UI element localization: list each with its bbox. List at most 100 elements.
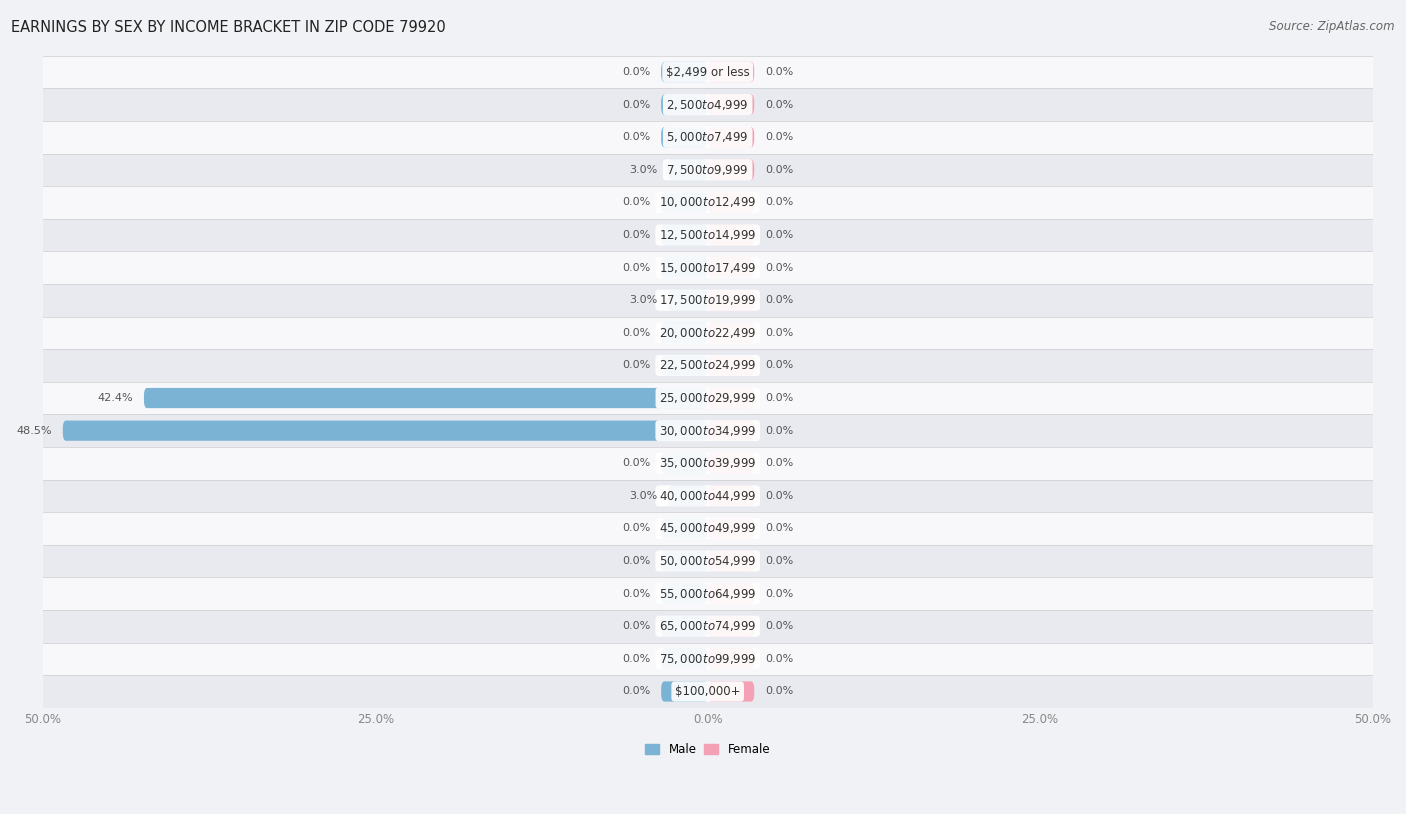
FancyBboxPatch shape <box>661 62 707 82</box>
Text: $65,000 to $74,999: $65,000 to $74,999 <box>659 619 756 633</box>
Text: $25,000 to $29,999: $25,000 to $29,999 <box>659 391 756 405</box>
Bar <box>42 545 1372 577</box>
Text: 42.4%: 42.4% <box>97 393 134 403</box>
FancyBboxPatch shape <box>661 453 707 474</box>
Text: $20,000 to $22,499: $20,000 to $22,499 <box>659 326 756 339</box>
FancyBboxPatch shape <box>661 127 707 147</box>
Text: $2,499 or less: $2,499 or less <box>666 65 749 78</box>
FancyBboxPatch shape <box>707 257 754 278</box>
Text: 0.0%: 0.0% <box>765 686 793 697</box>
Text: 48.5%: 48.5% <box>17 426 52 435</box>
FancyBboxPatch shape <box>661 681 707 702</box>
Bar <box>42 219 1372 252</box>
Text: 0.0%: 0.0% <box>765 99 793 110</box>
Bar <box>42 512 1372 545</box>
Bar <box>42 642 1372 675</box>
FancyBboxPatch shape <box>661 322 707 343</box>
FancyBboxPatch shape <box>707 616 754 637</box>
Text: $50,000 to $54,999: $50,000 to $54,999 <box>659 554 756 568</box>
FancyBboxPatch shape <box>707 356 754 375</box>
Text: 0.0%: 0.0% <box>623 589 651 598</box>
Text: 0.0%: 0.0% <box>623 523 651 533</box>
Text: $40,000 to $44,999: $40,000 to $44,999 <box>659 489 756 503</box>
Text: 0.0%: 0.0% <box>623 556 651 566</box>
Text: 0.0%: 0.0% <box>623 230 651 240</box>
Text: 0.0%: 0.0% <box>765 328 793 338</box>
Bar <box>42 349 1372 382</box>
FancyBboxPatch shape <box>661 192 707 212</box>
Text: 0.0%: 0.0% <box>765 589 793 598</box>
Bar <box>42 447 1372 479</box>
Text: 0.0%: 0.0% <box>623 263 651 273</box>
FancyBboxPatch shape <box>661 519 707 539</box>
Text: $2,500 to $4,999: $2,500 to $4,999 <box>666 98 749 112</box>
Bar <box>42 154 1372 186</box>
Text: 0.0%: 0.0% <box>623 654 651 664</box>
Text: $5,000 to $7,499: $5,000 to $7,499 <box>666 130 749 144</box>
Text: 0.0%: 0.0% <box>765 132 793 142</box>
FancyBboxPatch shape <box>668 290 707 310</box>
Bar <box>42 88 1372 121</box>
FancyBboxPatch shape <box>63 421 707 440</box>
FancyBboxPatch shape <box>707 127 754 147</box>
FancyBboxPatch shape <box>661 225 707 245</box>
Text: $35,000 to $39,999: $35,000 to $39,999 <box>659 457 756 470</box>
FancyBboxPatch shape <box>661 584 707 604</box>
Text: 0.0%: 0.0% <box>765 621 793 632</box>
Text: $15,000 to $17,499: $15,000 to $17,499 <box>659 260 756 274</box>
Text: 0.0%: 0.0% <box>765 361 793 370</box>
Text: $30,000 to $34,999: $30,000 to $34,999 <box>659 423 756 438</box>
Text: 0.0%: 0.0% <box>765 426 793 435</box>
FancyBboxPatch shape <box>707 519 754 539</box>
Text: 0.0%: 0.0% <box>765 523 793 533</box>
Bar <box>42 55 1372 88</box>
FancyBboxPatch shape <box>661 94 707 115</box>
Bar <box>42 252 1372 284</box>
Text: 0.0%: 0.0% <box>623 67 651 77</box>
FancyBboxPatch shape <box>707 584 754 604</box>
Text: 0.0%: 0.0% <box>623 198 651 208</box>
FancyBboxPatch shape <box>661 356 707 375</box>
Text: 0.0%: 0.0% <box>765 491 793 501</box>
Text: $12,500 to $14,999: $12,500 to $14,999 <box>659 228 756 242</box>
FancyBboxPatch shape <box>707 681 754 702</box>
FancyBboxPatch shape <box>668 160 707 180</box>
Text: $75,000 to $99,999: $75,000 to $99,999 <box>659 652 756 666</box>
Text: $55,000 to $64,999: $55,000 to $64,999 <box>659 587 756 601</box>
FancyBboxPatch shape <box>661 616 707 637</box>
Bar <box>42 675 1372 708</box>
FancyBboxPatch shape <box>707 453 754 474</box>
FancyBboxPatch shape <box>707 225 754 245</box>
Text: 0.0%: 0.0% <box>765 556 793 566</box>
FancyBboxPatch shape <box>707 160 754 180</box>
Text: $10,000 to $12,499: $10,000 to $12,499 <box>659 195 756 209</box>
Text: Source: ZipAtlas.com: Source: ZipAtlas.com <box>1270 20 1395 33</box>
Legend: Male, Female: Male, Female <box>641 738 775 760</box>
Bar <box>42 186 1372 219</box>
Text: 0.0%: 0.0% <box>765 67 793 77</box>
Bar <box>42 414 1372 447</box>
Bar <box>42 479 1372 512</box>
Text: 0.0%: 0.0% <box>765 295 793 305</box>
Text: 0.0%: 0.0% <box>623 99 651 110</box>
FancyBboxPatch shape <box>668 486 707 506</box>
Text: $7,500 to $9,999: $7,500 to $9,999 <box>666 163 749 177</box>
Text: 0.0%: 0.0% <box>623 132 651 142</box>
Text: 0.0%: 0.0% <box>623 621 651 632</box>
Text: 0.0%: 0.0% <box>765 393 793 403</box>
Bar <box>42 610 1372 642</box>
Text: 0.0%: 0.0% <box>765 458 793 468</box>
Text: $45,000 to $49,999: $45,000 to $49,999 <box>659 522 756 536</box>
FancyBboxPatch shape <box>661 257 707 278</box>
FancyBboxPatch shape <box>707 551 754 571</box>
Text: 0.0%: 0.0% <box>765 164 793 175</box>
FancyBboxPatch shape <box>707 649 754 669</box>
Text: 0.0%: 0.0% <box>623 361 651 370</box>
Text: 0.0%: 0.0% <box>623 458 651 468</box>
Text: 0.0%: 0.0% <box>623 328 651 338</box>
FancyBboxPatch shape <box>707 322 754 343</box>
Bar <box>42 284 1372 317</box>
FancyBboxPatch shape <box>707 388 754 408</box>
Text: $22,500 to $24,999: $22,500 to $24,999 <box>659 358 756 373</box>
Text: 3.0%: 3.0% <box>628 295 657 305</box>
